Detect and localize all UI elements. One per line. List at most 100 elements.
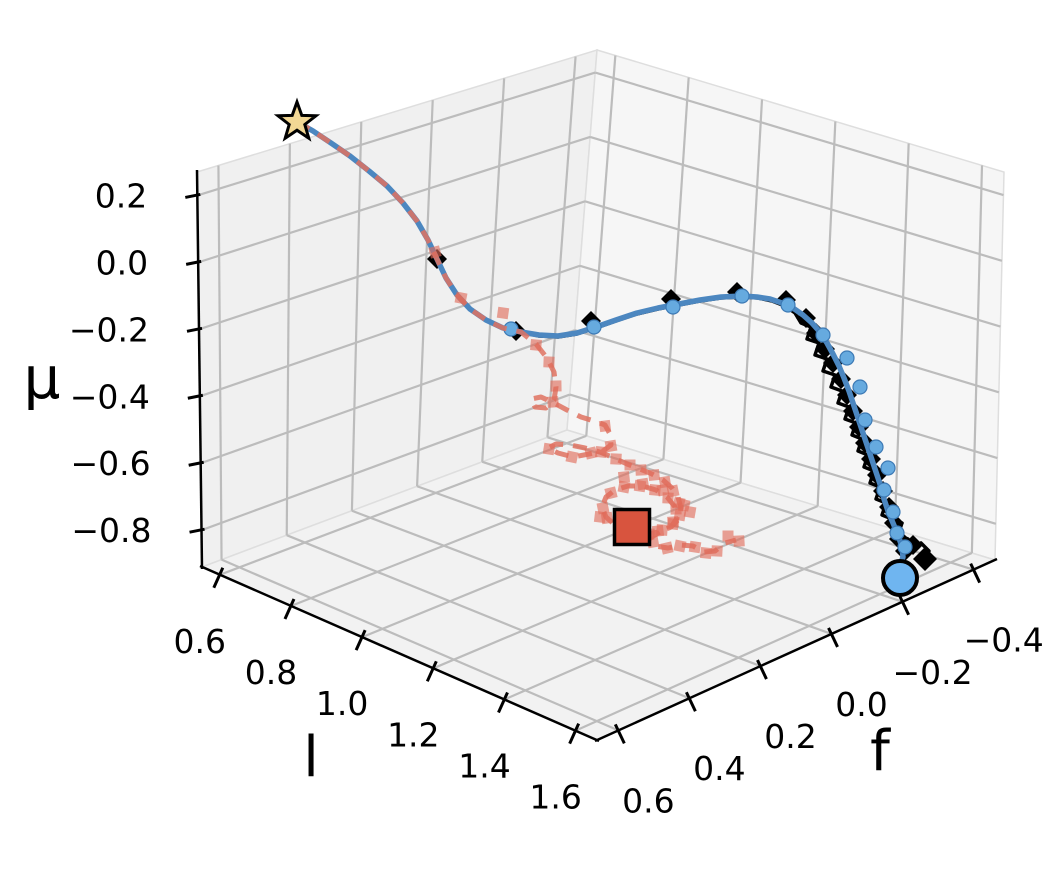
grid-z-leftwall — [201, 393, 571, 532]
grid-l-rightwall — [970, 165, 984, 554]
square-marker — [596, 501, 610, 515]
grid-z-rightwall — [584, 200, 1001, 328]
endpoint-markers — [273, 97, 937, 597]
square-marker — [530, 339, 542, 351]
grid-l-rightwall — [816, 121, 837, 507]
grid-f-floor — [286, 534, 690, 700]
square-marker — [496, 306, 510, 320]
square-marker — [610, 453, 622, 465]
square-marker — [688, 540, 702, 554]
grid-f-leftwall — [415, 100, 434, 487]
square-marker — [636, 477, 650, 491]
grid-z-leftwall — [199, 264, 581, 398]
circle-marker — [876, 482, 892, 498]
y-tick — [898, 595, 910, 616]
end-marker-square — [612, 507, 652, 547]
square-marker — [733, 535, 745, 547]
circle-marker — [880, 460, 896, 476]
circle-marker — [815, 327, 831, 343]
x-tick-label: 1.6 — [529, 778, 581, 817]
grid-l-floor — [504, 528, 896, 701]
x-tick-label: 1.0 — [316, 684, 368, 723]
y-tick — [613, 723, 626, 744]
grid-z-rightwall — [569, 393, 997, 525]
x-axis-spine — [199, 564, 600, 743]
circle-marker — [889, 525, 905, 541]
square-marker — [711, 545, 723, 557]
y-axis-spine — [594, 557, 998, 743]
square-marker — [604, 486, 618, 500]
square-marker — [565, 450, 579, 464]
y-tick — [756, 659, 768, 680]
x-tick-label: 1.2 — [387, 715, 439, 754]
grid-z-rightwall — [574, 329, 998, 460]
grid-z-rightwall — [589, 135, 1003, 262]
square-marker — [598, 419, 612, 433]
grid-lines — [196, 55, 1004, 732]
grid-f-leftwall — [217, 165, 223, 560]
panes — [196, 48, 1005, 741]
grid-l-rightwall — [585, 55, 617, 436]
square-marker — [584, 446, 598, 460]
x-tick — [212, 567, 225, 589]
square-marker — [593, 510, 607, 524]
circle-marker — [868, 439, 884, 455]
square-marker — [683, 505, 697, 519]
grid-l-floor — [219, 434, 587, 576]
grid-z-rightwall — [579, 264, 1000, 394]
axis-labels: l f μ — [24, 344, 892, 790]
square-marker — [617, 470, 631, 484]
z-axis-label: μ — [24, 344, 61, 412]
z-tick — [185, 192, 201, 199]
circle-marker — [852, 379, 868, 395]
z-tick-label: 0.2 — [95, 176, 147, 215]
x-axis-label: l — [303, 725, 319, 790]
z-tick-label: −0.4 — [70, 377, 150, 416]
grid-f-leftwall — [350, 121, 363, 511]
z-tick — [185, 259, 202, 266]
square-marker — [617, 480, 631, 494]
circle-marker — [734, 288, 750, 304]
x-tick — [497, 691, 509, 714]
y-tick-label: 0.2 — [764, 717, 816, 756]
circle-marker — [665, 299, 681, 315]
grid-z-leftwall — [197, 135, 591, 264]
x-tick-label: 1.4 — [458, 746, 510, 785]
grid-z-leftwall — [198, 200, 586, 331]
z-tick — [187, 393, 204, 400]
x-tick-label: 0.8 — [245, 653, 297, 692]
start-marker-star — [273, 97, 321, 142]
square-marker — [722, 530, 734, 542]
z-tick — [186, 326, 203, 333]
square-marker — [624, 459, 636, 471]
y-tick-label: −0.2 — [893, 653, 973, 692]
grid-f-leftwall — [285, 143, 291, 536]
grid-l-rightwall — [893, 143, 910, 530]
square-marker — [550, 380, 562, 392]
square-marker — [542, 442, 556, 456]
grid-f-floor — [221, 558, 619, 732]
circle-marker — [839, 350, 855, 366]
circle-marker — [857, 412, 873, 428]
z-tick — [188, 460, 204, 467]
square-marker — [635, 464, 647, 476]
square-marker — [594, 445, 608, 459]
y-tick — [827, 627, 839, 648]
square-marker — [428, 245, 442, 259]
z-tick-label: 0.0 — [96, 243, 148, 282]
z-tick-label: −0.2 — [69, 310, 149, 349]
grid-f-floor — [481, 460, 903, 603]
x-tick-label: 0.6 — [174, 622, 226, 661]
z-tick-label: −0.8 — [71, 511, 151, 550]
square-marker — [651, 524, 665, 538]
z-tick-label: −0.6 — [71, 444, 151, 483]
grid-l-floor — [290, 458, 664, 607]
grid-z-rightwall — [594, 71, 1004, 197]
x-tick — [425, 660, 438, 682]
square-marker — [656, 483, 670, 497]
circle-marker — [780, 297, 796, 313]
z-tick — [189, 527, 205, 534]
y-axis-label: f — [870, 719, 891, 784]
y-tick-label: −0.4 — [964, 621, 1044, 660]
